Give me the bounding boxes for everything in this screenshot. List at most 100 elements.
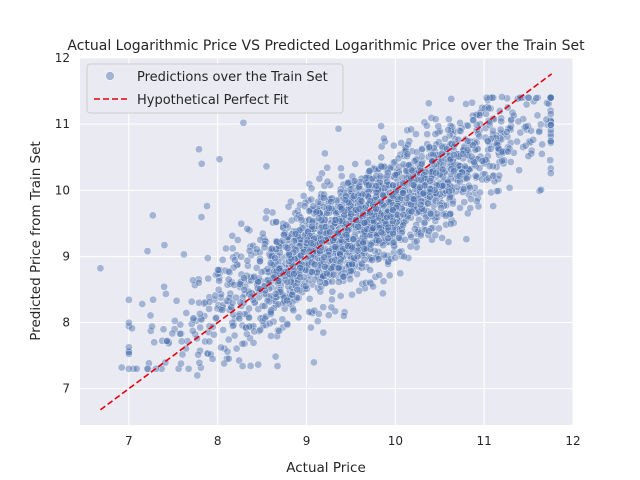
scatter-point: [317, 193, 325, 201]
scatter-point: [358, 260, 366, 268]
scatter-point: [391, 253, 400, 262]
y-tick-label: 11: [55, 117, 70, 131]
scatter-point: [319, 194, 328, 202]
scatter-point: [203, 202, 211, 210]
scatter-point: [205, 293, 214, 302]
scatter-point: [360, 255, 369, 264]
scatter-point: [250, 272, 259, 281]
scatter-point: [420, 218, 429, 227]
scatter-point: [366, 253, 374, 262]
scatter-point: [282, 221, 291, 230]
scatter-point: [390, 158, 399, 167]
scatter-point: [320, 216, 329, 224]
scatter-point: [132, 364, 141, 373]
scatter-point: [310, 234, 318, 243]
scatter-point: [238, 362, 247, 370]
scatter-point: [235, 356, 243, 365]
scatter-point: [329, 220, 338, 229]
scatter-point: [384, 168, 392, 177]
scatter-point: [310, 260, 319, 269]
scatter-point: [279, 299, 288, 307]
scatter-point: [417, 175, 426, 184]
scatter-point: [305, 207, 314, 216]
scatter-point: [160, 241, 169, 249]
scatter-point: [299, 247, 308, 256]
scatter-point: [469, 116, 478, 125]
scatter-point: [210, 330, 218, 339]
scatter-point: [339, 180, 348, 189]
scatter-point: [546, 137, 555, 145]
scatter-point: [330, 243, 339, 251]
scatter-point: [287, 216, 296, 225]
scatter-point: [320, 181, 329, 190]
scatter-point: [474, 202, 483, 211]
scatter-point: [213, 304, 222, 313]
scatter-point: [278, 236, 287, 245]
scatter-point: [361, 284, 369, 293]
scatter-point: [437, 204, 445, 212]
scatter-point: [307, 184, 316, 193]
scatter-point: [195, 298, 203, 307]
scatter-point: [350, 192, 359, 200]
scatter-point: [485, 162, 494, 170]
scatter-point: [464, 190, 473, 199]
scatter-point: [410, 204, 418, 213]
scatter-point: [462, 100, 470, 108]
scatter-point: [143, 247, 152, 255]
scatter-point: [260, 243, 269, 252]
scatter-point: [446, 220, 455, 228]
scatter-point: [461, 173, 470, 182]
scatter-point: [299, 192, 308, 200]
scatter-point: [256, 325, 265, 334]
scatter-point: [229, 322, 237, 330]
scatter-point: [320, 253, 329, 262]
scatter-point: [496, 125, 505, 134]
scatter-point: [466, 204, 475, 213]
scatter-point: [210, 295, 219, 304]
scatter-point: [388, 217, 397, 225]
scatter-point: [524, 152, 533, 161]
scatter-point: [481, 124, 490, 133]
scatter-point: [236, 280, 244, 289]
scatter-point: [246, 242, 255, 251]
scatter-point: [244, 287, 253, 296]
scatter-point: [197, 363, 205, 372]
scatter-point: [246, 362, 255, 370]
scatter-point: [365, 167, 374, 175]
scatter-point: [176, 320, 185, 329]
scatter-point: [196, 309, 204, 318]
scatter-point: [424, 99, 433, 108]
scatter-point: [450, 166, 458, 175]
scatter-point: [195, 145, 203, 154]
scatter-point: [425, 143, 434, 151]
scatter-point: [256, 254, 264, 263]
scatter-point: [230, 331, 239, 340]
scatter-point: [370, 247, 379, 255]
scatter-point: [417, 159, 426, 168]
scatter-point: [245, 304, 253, 313]
scatter-point: [480, 104, 489, 113]
scatter-point: [214, 285, 223, 294]
legend-label-perfect-fit: Hypothetical Perfect Fit: [137, 93, 289, 108]
scatter-point: [292, 246, 300, 254]
scatter-point: [433, 181, 441, 190]
scatter-point: [214, 266, 222, 274]
scatter-point: [337, 204, 346, 213]
scatter-point: [170, 317, 179, 325]
scatter-point: [362, 232, 371, 240]
y-tick-label: 10: [55, 183, 70, 197]
scatter-point: [546, 93, 555, 102]
scatter-point: [146, 327, 155, 335]
scatter-point: [425, 227, 433, 236]
scatter-point: [289, 248, 298, 257]
scatter-point: [272, 217, 280, 226]
scatter-point: [410, 195, 418, 204]
scatter-point: [383, 177, 391, 186]
scatter-point: [285, 270, 294, 278]
scatter-point: [411, 184, 420, 193]
chart-title: Actual Logarithmic Price VS Predicted Lo…: [67, 38, 585, 54]
scatter-point: [344, 178, 352, 187]
scatter-point: [229, 321, 238, 329]
scatter-point: [237, 219, 246, 228]
scatter-point: [323, 177, 332, 186]
